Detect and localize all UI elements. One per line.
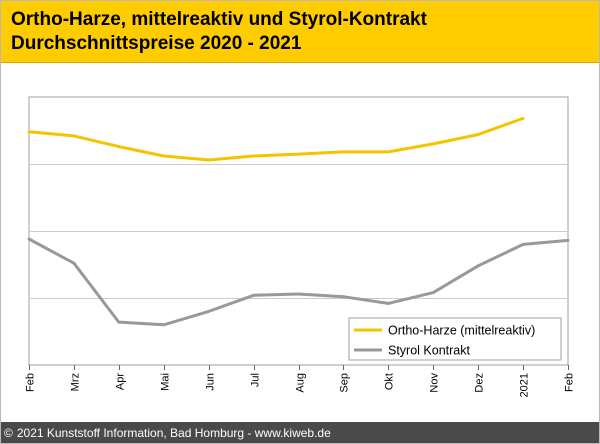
legend-box (348, 317, 562, 361)
chart-area: Feb Mrz Apr Mai Jun Jul Aug Sep Okt Nov Dez 2021 Feb… (0, 64, 600, 418)
data-point-s1-10 (476, 264, 480, 268)
data-point-s0-11 (521, 116, 525, 120)
data-point-s0-3 (162, 154, 166, 158)
data-point-s0-4 (207, 158, 211, 162)
data-point-s1-2 (117, 320, 121, 324)
footer-text: 2021 Kunststoff Information, Bad Homburg… (16, 426, 331, 440)
legend-label-0: Ortho-Harze (mittelreaktiv) (388, 324, 535, 338)
x-tick-label-5: Jul (250, 373, 262, 387)
x-tick-label-1: Mrz (70, 373, 82, 391)
chart-title-line-2: Durchschnittspreise 2020 - 2021 (11, 33, 302, 54)
x-tick-label-11: 2021 (519, 373, 531, 397)
legend-label-1: Styrol Kontrakt (388, 344, 471, 358)
x-tick-label-12: Feb (564, 373, 576, 392)
header-banner: Ortho-Harze, mittelreaktiv und Styrol-Ko… (0, 0, 600, 63)
data-point-s0-1 (72, 134, 76, 138)
data-point-s1-11 (521, 242, 525, 246)
data-point-s0-8 (386, 150, 390, 154)
x-tick-label-0: Feb (25, 373, 37, 392)
footer-bar: © 2021 Kunststoff Information, Bad Hombur… (0, 422, 600, 444)
data-point-s1-6 (297, 292, 300, 296)
copyright-icon: © (4, 426, 13, 440)
data-point-s0-5 (252, 154, 256, 158)
x-tick-label-2: Apr (115, 373, 127, 390)
data-point-s0-0 (27, 130, 31, 134)
data-point-s0-6 (297, 152, 300, 156)
x-tick-label-10: Dez (474, 373, 486, 393)
x-tick-label-7: Sep (339, 373, 351, 393)
series-line-0 (28, 116, 524, 162)
line-chart: Feb Mrz Apr Mai Jun Jul Aug Sep Okt Nov Dez 2021 Feb… (25, 96, 576, 397)
x-tick-label-6: Aug (295, 373, 307, 393)
data-point-s0-7 (341, 150, 345, 154)
x-tick-label-9: Nov (429, 373, 441, 393)
data-point-s1-5 (252, 293, 256, 297)
data-point-s1-9 (431, 291, 435, 295)
data-point-s0-2 (117, 145, 121, 149)
data-point-s1-4 (207, 309, 211, 313)
x-tick-label-4: Jun (205, 373, 217, 391)
data-point-s1-0 (27, 237, 31, 241)
x-tick-label-8: Okt (384, 373, 396, 390)
data-point-s1-3 (162, 323, 166, 327)
data-point-s1-8 (386, 301, 390, 305)
data-point-s1-12 (566, 238, 570, 242)
data-point-s0-10 (476, 133, 480, 137)
chart-title-line-1: Ortho-Harze, mittelreaktiv und Styrol-Ko… (11, 9, 427, 30)
x-tick-label-3: Mai (160, 373, 172, 391)
data-point-s1-7 (341, 295, 345, 299)
data-point-s0-9 (431, 142, 435, 146)
data-point-s1-1 (72, 261, 76, 265)
